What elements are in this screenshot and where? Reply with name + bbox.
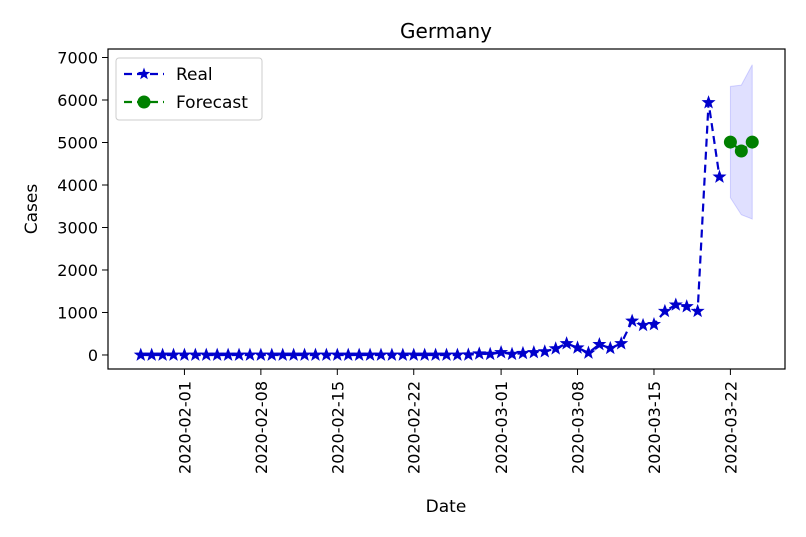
real-data-point bbox=[363, 347, 378, 361]
y-axis-ticks: 0 1000 2000 3000 4000 5000 6000 7000 bbox=[57, 48, 108, 365]
real-data-point bbox=[439, 347, 454, 361]
real-data-point bbox=[548, 341, 563, 355]
y-tick-label: 6000 bbox=[57, 91, 98, 110]
real-data-point bbox=[603, 340, 618, 355]
real-data-point bbox=[712, 169, 727, 183]
real-data-point bbox=[232, 347, 247, 361]
y-tick-label: 7000 bbox=[57, 48, 98, 67]
real-data-point bbox=[505, 346, 520, 361]
forecast-data-point bbox=[723, 135, 737, 149]
real-data-point bbox=[264, 347, 279, 361]
plot-frame bbox=[107, 48, 786, 370]
real-data-point bbox=[537, 344, 552, 358]
real-data-point bbox=[286, 347, 301, 361]
real-data-point bbox=[668, 297, 683, 311]
x-tick-label: 2020-03-08 bbox=[569, 381, 588, 474]
real-data-point bbox=[188, 347, 203, 361]
x-tick-label: 2020-02-01 bbox=[175, 381, 194, 474]
real-data-point bbox=[461, 347, 476, 361]
real-data-point bbox=[614, 336, 629, 350]
x-axis-title: Date bbox=[426, 497, 467, 517]
real-data-point bbox=[701, 95, 716, 109]
real-data-point bbox=[450, 347, 465, 361]
real-data-point bbox=[319, 347, 334, 361]
real-data-point bbox=[341, 347, 356, 361]
real-data-point bbox=[417, 347, 432, 361]
real-data-point bbox=[395, 347, 410, 361]
series-layer bbox=[133, 95, 759, 361]
real-data-point bbox=[352, 347, 367, 361]
real-data-point bbox=[657, 303, 672, 318]
y-tick-label: 5000 bbox=[57, 133, 98, 152]
x-tick-label: 2020-02-08 bbox=[252, 381, 271, 474]
y-tick-label: 0 bbox=[88, 346, 98, 365]
x-axis-ticks: 2020-02-01 2020-02-08 2020-02-15 2020-02-22… bbox=[175, 369, 740, 474]
forecast-band-layer bbox=[729, 64, 753, 220]
real-data-point bbox=[330, 347, 345, 361]
legend-star-marker bbox=[137, 67, 151, 80]
y-tick-label: 4000 bbox=[57, 176, 98, 195]
real-data-point bbox=[210, 347, 225, 361]
real-data-point bbox=[559, 336, 574, 350]
real-data-point bbox=[133, 347, 148, 361]
legend-label-forecast: Forecast bbox=[176, 93, 248, 113]
real-data-point bbox=[646, 317, 661, 331]
real-data-point bbox=[199, 347, 214, 361]
y-tick-label: 2000 bbox=[57, 261, 98, 280]
real-data-point bbox=[592, 336, 607, 351]
forecast-confidence-band bbox=[729, 64, 753, 220]
real-data-point bbox=[526, 345, 541, 359]
y-tick-label: 1000 bbox=[57, 303, 98, 322]
legend-label-real: Real bbox=[176, 65, 213, 85]
real-data-point bbox=[144, 347, 159, 361]
real-data-point bbox=[494, 345, 509, 359]
real-data-point bbox=[515, 345, 530, 360]
x-tick-label: 2020-02-22 bbox=[405, 381, 424, 474]
real-data-point bbox=[472, 346, 487, 360]
real-data-point bbox=[581, 345, 596, 359]
y-axis-title: Cases bbox=[22, 184, 42, 235]
chart-title: Germany bbox=[400, 19, 492, 43]
real-data-point bbox=[406, 347, 421, 361]
real-data-point bbox=[166, 347, 181, 361]
forecast-data-point bbox=[734, 144, 748, 158]
real-data-point bbox=[428, 347, 443, 361]
real-data-point bbox=[177, 347, 192, 361]
real-data-point bbox=[570, 340, 585, 354]
real-data-point bbox=[155, 347, 170, 361]
real-data-point bbox=[636, 317, 651, 332]
forecast-data-point bbox=[745, 135, 759, 149]
real-data-point bbox=[275, 347, 290, 361]
x-tick-label: 2020-03-22 bbox=[721, 381, 740, 474]
y-tick-label: 3000 bbox=[57, 218, 98, 237]
real-data-point bbox=[297, 347, 312, 361]
real-data-point bbox=[690, 303, 705, 318]
legend-circle-marker bbox=[137, 95, 151, 109]
real-data-point bbox=[679, 299, 694, 313]
x-tick-label: 2020-03-15 bbox=[645, 381, 664, 474]
x-tick-label: 2020-02-15 bbox=[328, 381, 347, 474]
real-data-point bbox=[384, 347, 399, 361]
real-data-point bbox=[221, 347, 236, 361]
real-data-point bbox=[625, 313, 640, 327]
real-data-point bbox=[373, 347, 388, 361]
x-tick-label: 2020-03-01 bbox=[492, 381, 511, 474]
real-data-point bbox=[308, 347, 323, 361]
real-data-point bbox=[242, 347, 257, 361]
legend: Real Forecast bbox=[115, 57, 263, 121]
real-data-point bbox=[253, 347, 268, 361]
real-data-point bbox=[483, 346, 498, 361]
